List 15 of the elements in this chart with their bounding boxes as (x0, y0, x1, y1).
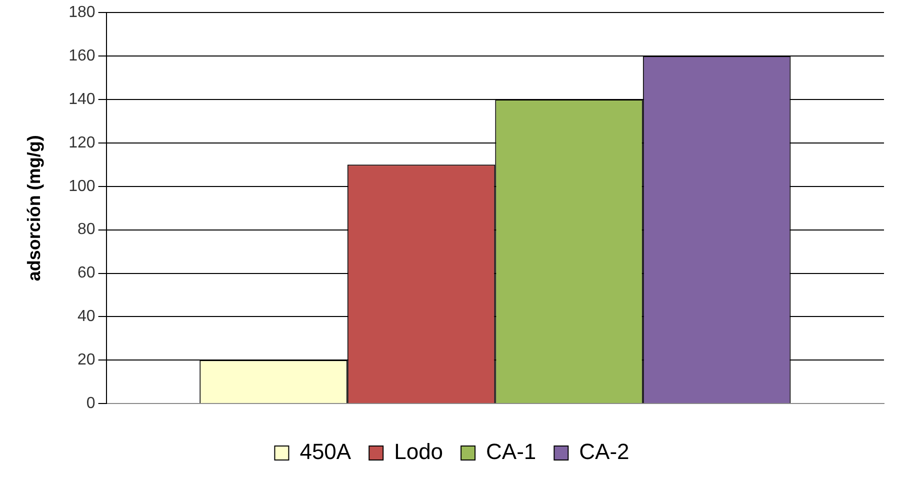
y-tick-label: 140 (68, 90, 96, 108)
y-axis-title: adsorción (mg/g) (24, 135, 44, 282)
y-tick-label: 100 (68, 178, 96, 195)
y-tick-label: 60 (78, 264, 96, 282)
legend-label: CA-1 (486, 439, 536, 464)
y-tick-label: 40 (78, 308, 96, 326)
y-tick-label: 120 (68, 134, 96, 152)
legend-label: CA-2 (579, 439, 630, 464)
y-tick-label: 20 (78, 352, 96, 369)
y-tick-label: 160 (68, 47, 96, 64)
y-tick-label: 80 (78, 221, 96, 238)
legend-label: 450A (300, 439, 352, 464)
legend-label: Lodo (394, 439, 444, 464)
y-tick-label: 0 (86, 395, 96, 412)
y-tick-label: 180 (68, 4, 96, 22)
